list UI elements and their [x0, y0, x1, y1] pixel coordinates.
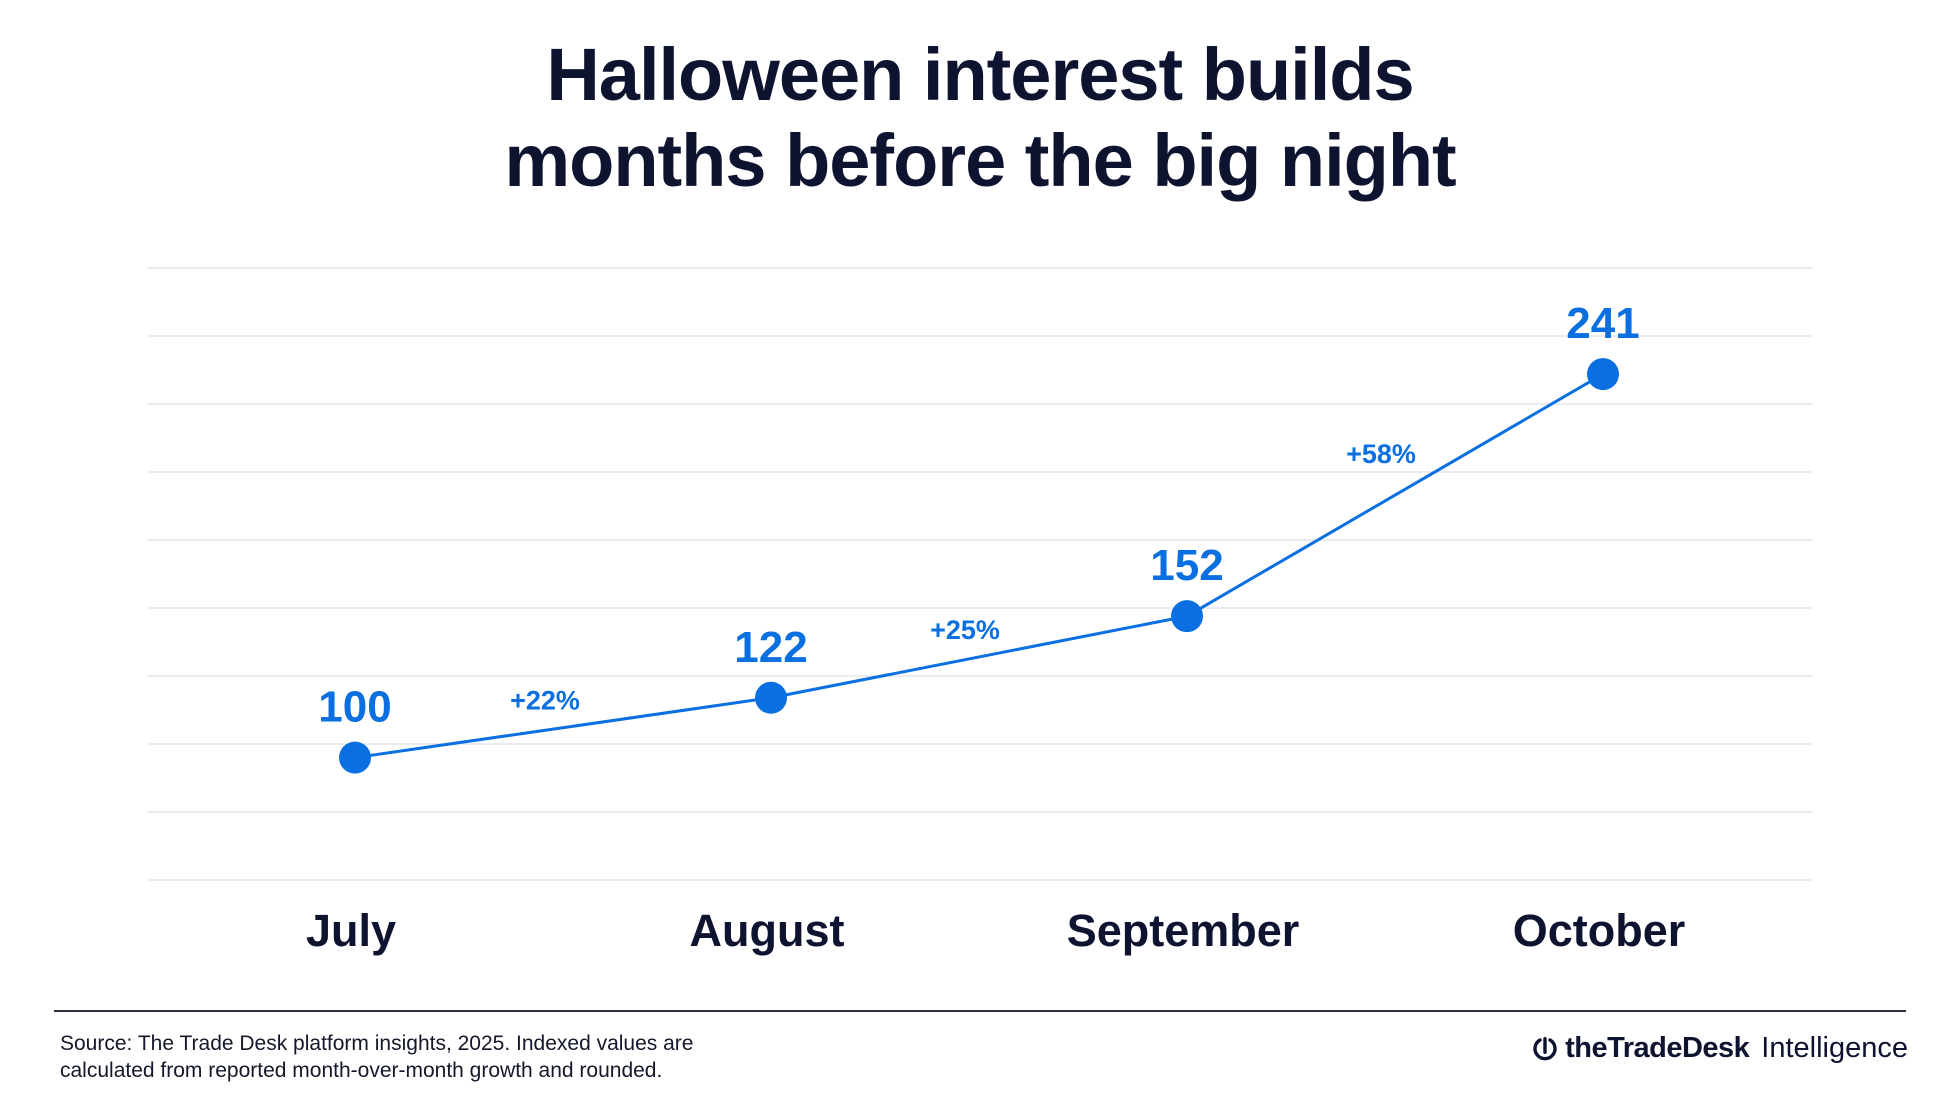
series-line [354, 372, 1604, 760]
x-tick-label: August [690, 905, 845, 956]
x-tick-label: September [1067, 905, 1300, 956]
x-tick-label: July [306, 905, 396, 956]
gridlines [148, 267, 1812, 881]
growth-label: +58% [1346, 439, 1416, 469]
chart-title: Halloween interest builds months before … [0, 32, 1960, 204]
growth-labels: +22% +25% +58% [510, 439, 1416, 716]
growth-label: +22% [510, 686, 580, 716]
data-point [1171, 600, 1203, 633]
source-note: Source: The Trade Desk platform insights… [60, 1030, 960, 1084]
x-tick-label: October [1513, 905, 1686, 956]
source-note-line-1: Source: The Trade Desk platform insights… [60, 1032, 694, 1055]
brand-logo: theTradeDesk Intelligence [1533, 1032, 1908, 1065]
data-point [755, 681, 787, 714]
chart-title-line-1: Halloween interest builds [546, 33, 1414, 116]
data-point [339, 741, 371, 774]
data-label: 122 [734, 623, 807, 672]
footer-divider [54, 1010, 1906, 1012]
x-axis-tick-labels: July August September October [306, 905, 1685, 956]
chart-title-line-2: months before the big night [504, 119, 1456, 202]
brand-name: theTradeDesk [1565, 1032, 1750, 1064]
data-label: 100 [318, 683, 391, 732]
data-points [339, 358, 1619, 774]
data-label: 152 [1150, 541, 1223, 590]
brand-suffix: Intelligence [1761, 1032, 1908, 1064]
value-labels: 100 122 152 241 [318, 299, 1639, 732]
series-line-group [354, 372, 1604, 760]
trade-desk-logo-icon [1533, 1036, 1557, 1060]
source-note-line-2: calculated from reported month-over-mont… [60, 1059, 663, 1082]
growth-label: +25% [930, 615, 1000, 645]
data-label: 241 [1566, 299, 1639, 348]
data-point [1587, 358, 1619, 391]
